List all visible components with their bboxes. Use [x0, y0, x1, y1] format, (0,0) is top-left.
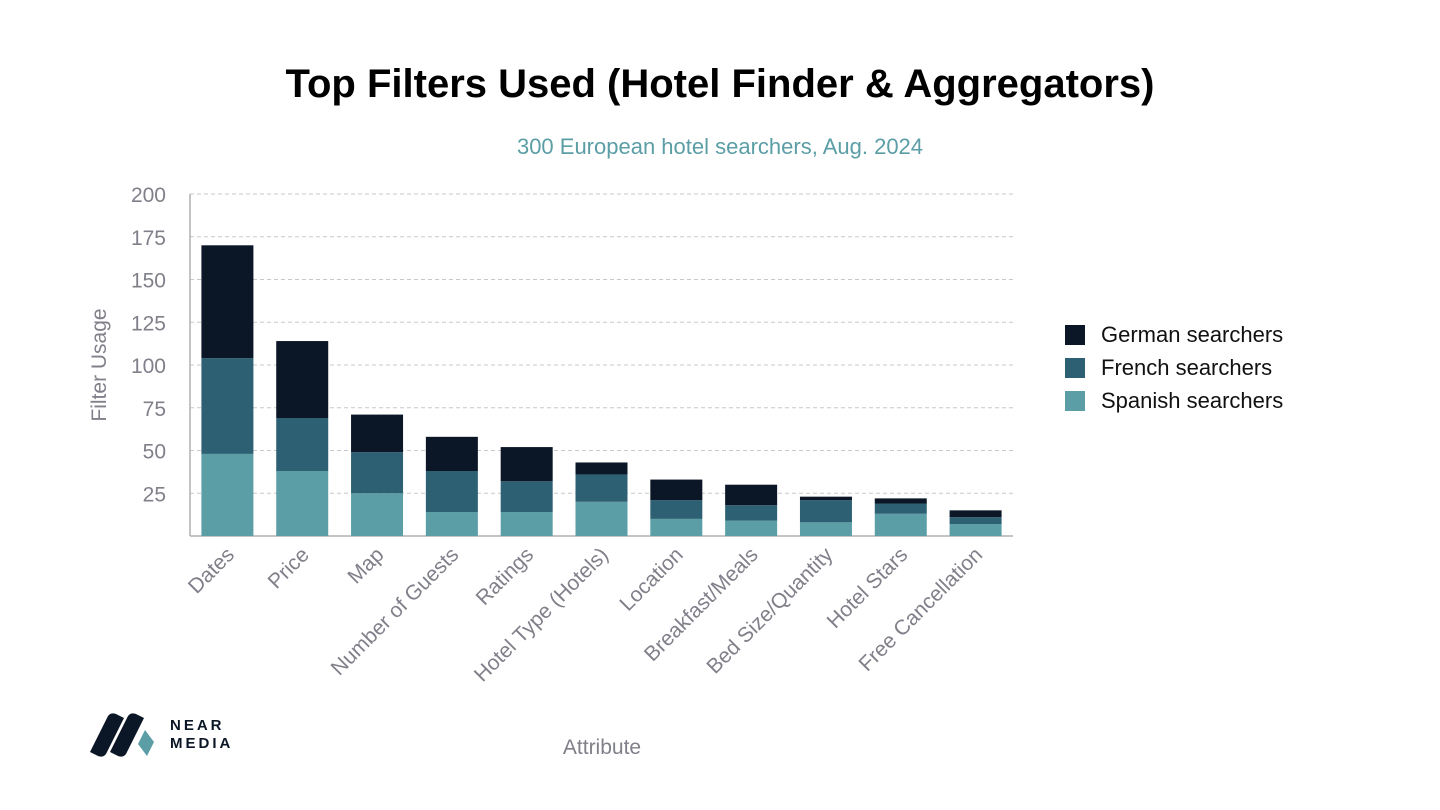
legend-item-spanish: Spanish searchers — [1065, 384, 1283, 417]
x-tick-label: Bed Size/Quantity — [702, 543, 837, 678]
bar-french — [201, 358, 254, 454]
bar-spanish — [874, 513, 927, 536]
bar-german — [575, 462, 628, 475]
x-tick-label: Number of Guests — [327, 543, 464, 680]
y-tick-label: 150 — [131, 270, 166, 293]
x-tick-label: Map — [343, 543, 388, 588]
bar-spanish — [276, 471, 329, 536]
x-tick-label: Free Cancellation — [854, 543, 987, 676]
bar-spanish — [351, 493, 404, 536]
near-media-logo: NEAR MEDIA — [90, 712, 233, 758]
bar-french — [575, 474, 628, 502]
bar-german — [949, 510, 1002, 518]
x-tick-label: Hotel Type (Hotels) — [470, 543, 613, 686]
bar-spanish — [650, 518, 703, 536]
bar-spanish — [799, 522, 852, 536]
x-axis-title: Attribute — [563, 736, 641, 759]
bar-spanish — [725, 520, 778, 536]
legend-item-german: German searchers — [1065, 318, 1283, 351]
bar-french — [949, 517, 1002, 525]
y-tick-label: 125 — [131, 312, 166, 335]
bar-french — [725, 505, 778, 521]
x-tick-label: Location — [615, 543, 687, 615]
bar-german — [351, 414, 404, 453]
legend-label-french: French searchers — [1101, 354, 1273, 380]
y-tick-label: 175 — [131, 227, 166, 250]
bar-spanish — [425, 512, 478, 536]
chart-legend: German searchers French searchers Spanis… — [1065, 318, 1283, 417]
bar-spanish — [949, 524, 1002, 536]
y-tick-label: 25 — [143, 483, 166, 506]
x-tick-label: Price — [264, 543, 314, 593]
bar-german — [650, 479, 703, 501]
x-tick-label: Ratings — [472, 543, 539, 610]
y-tick-label: 200 — [131, 184, 166, 207]
bar-spanish — [500, 512, 553, 536]
legend-swatch-french — [1065, 357, 1085, 378]
bar-french — [874, 503, 927, 514]
bar-german — [725, 484, 778, 506]
legend-item-french: French searchers — [1065, 351, 1283, 384]
bar-spanish — [201, 453, 254, 536]
bar-german — [874, 498, 927, 504]
bar-spanish — [575, 501, 628, 536]
legend-label-german: German searchers — [1101, 321, 1284, 347]
bar-french — [276, 418, 329, 472]
bar-french — [425, 471, 478, 513]
bar-french — [351, 452, 404, 494]
y-axis-title: Filter Usage — [88, 308, 111, 421]
bar-german — [425, 436, 478, 472]
near-media-logo-text: NEAR MEDIA — [170, 717, 233, 753]
y-tick-label: 75 — [143, 398, 166, 421]
y-tick-label: 50 — [143, 441, 166, 464]
y-tick-label: 100 — [131, 355, 166, 378]
legend-swatch-german — [1065, 324, 1085, 345]
chart-title: Top Filters Used (Hotel Finder & Aggrega… — [285, 62, 1155, 106]
bar-german — [799, 496, 852, 501]
x-tick-label: Dates — [184, 543, 239, 598]
legend-swatch-spanish — [1065, 390, 1085, 411]
logo-line-near: NEAR — [170, 717, 225, 734]
bar-german — [276, 341, 329, 419]
near-media-logo-icon — [90, 713, 154, 757]
bar-french — [650, 500, 703, 519]
legend-label-spanish: Spanish searchers — [1101, 387, 1284, 413]
bar-french — [799, 500, 852, 523]
bar-german — [201, 245, 254, 359]
bar-french — [500, 481, 553, 513]
chart-subtitle: 300 European hotel searchers, Aug. 2024 — [516, 134, 924, 159]
logo-line-media: MEDIA — [170, 735, 234, 752]
bar-german — [500, 447, 553, 482]
